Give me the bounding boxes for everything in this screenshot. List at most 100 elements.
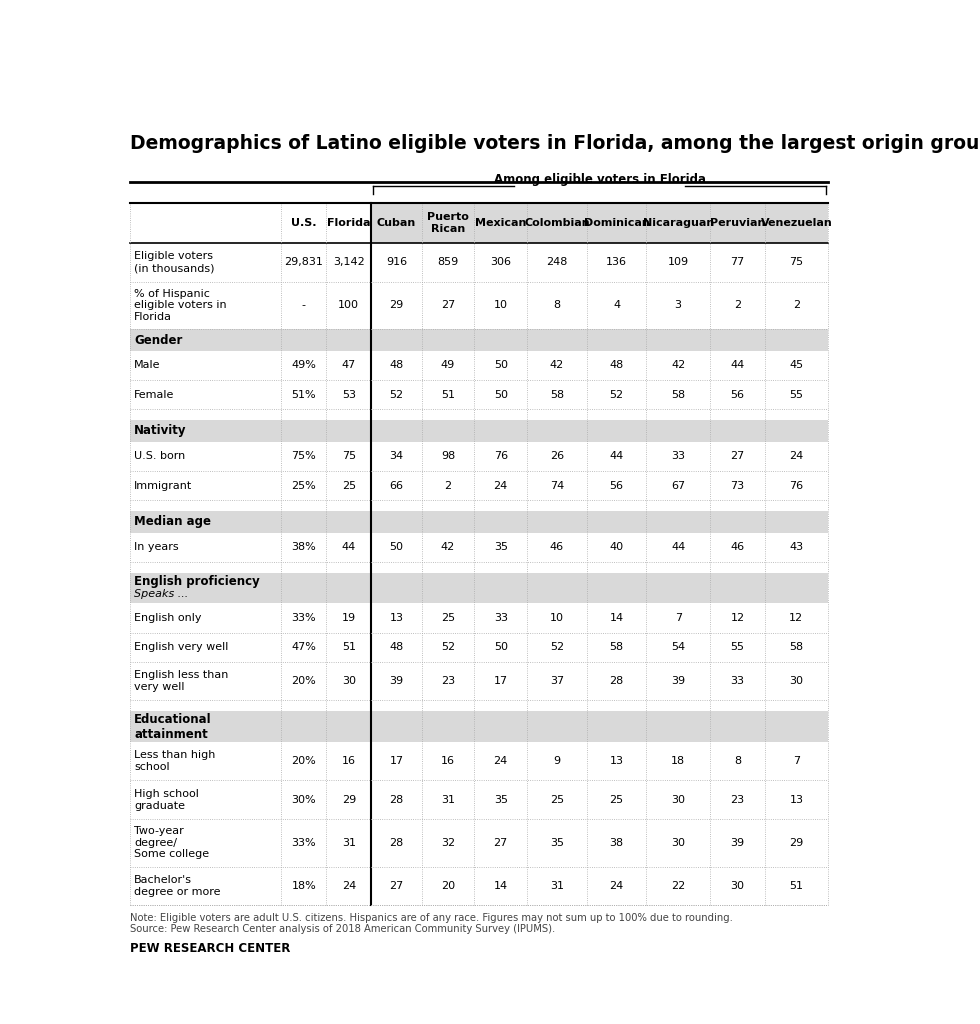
Text: 33%: 33%: [291, 613, 317, 623]
Text: 48: 48: [389, 642, 404, 652]
Text: 31: 31: [441, 795, 455, 805]
Text: High school
graduate: High school graduate: [134, 788, 199, 811]
Text: English only: English only: [134, 613, 202, 623]
Bar: [130, 351, 828, 380]
Text: 28: 28: [610, 676, 623, 686]
Text: 20%: 20%: [291, 676, 317, 686]
Text: 26: 26: [550, 452, 564, 461]
Text: English proficiency: English proficiency: [134, 574, 260, 588]
Text: 23: 23: [441, 676, 455, 686]
Bar: [130, 243, 828, 282]
Text: 13: 13: [389, 613, 404, 623]
Text: -: -: [302, 300, 306, 310]
Text: Florida: Florida: [327, 218, 370, 228]
Text: Puerto
Rican: Puerto Rican: [427, 212, 469, 233]
Text: 51: 51: [342, 642, 356, 652]
Text: 45: 45: [789, 360, 804, 371]
Text: 51%: 51%: [291, 390, 317, 399]
Text: 27: 27: [441, 300, 455, 310]
Text: 18: 18: [671, 756, 685, 766]
Text: 44: 44: [671, 542, 685, 552]
Bar: [130, 711, 828, 742]
Text: 39: 39: [730, 838, 745, 848]
Bar: [130, 662, 828, 700]
Text: 51: 51: [789, 881, 804, 891]
Text: 39: 39: [671, 676, 685, 686]
Text: 30: 30: [671, 795, 685, 805]
Text: 109: 109: [667, 257, 689, 267]
Text: English less than
very well: English less than very well: [134, 671, 228, 692]
Text: 2: 2: [445, 480, 452, 490]
Bar: [130, 282, 828, 330]
Text: 52: 52: [550, 642, 564, 652]
Text: 50: 50: [494, 360, 508, 371]
Text: 46: 46: [550, 542, 564, 552]
Text: Mexican: Mexican: [475, 218, 526, 228]
Text: 22: 22: [671, 881, 685, 891]
Text: 38: 38: [610, 838, 623, 848]
Text: 33: 33: [671, 452, 685, 461]
Text: 306: 306: [490, 257, 512, 267]
Text: 44: 44: [342, 542, 356, 552]
Text: 56: 56: [730, 390, 745, 399]
Text: 46: 46: [730, 542, 745, 552]
Text: 27: 27: [389, 881, 404, 891]
Text: 17: 17: [494, 676, 508, 686]
Text: Less than high
school: Less than high school: [134, 751, 216, 772]
Text: In years: In years: [134, 542, 178, 552]
Text: 14: 14: [494, 881, 508, 891]
Text: 13: 13: [789, 795, 804, 805]
Text: 3,142: 3,142: [333, 257, 365, 267]
Text: 25: 25: [441, 613, 455, 623]
Text: 33%: 33%: [291, 838, 317, 848]
Text: 2: 2: [734, 300, 741, 310]
Text: 39: 39: [389, 676, 404, 686]
Text: 10: 10: [494, 300, 508, 310]
Text: 859: 859: [437, 257, 459, 267]
Text: 24: 24: [789, 452, 804, 461]
Text: 24: 24: [494, 756, 508, 766]
Text: Among eligible voters in Florida: Among eligible voters in Florida: [494, 173, 706, 186]
Text: 51: 51: [441, 390, 455, 399]
Text: 58: 58: [610, 642, 623, 652]
Text: 19: 19: [342, 613, 356, 623]
Text: 29,831: 29,831: [284, 257, 323, 267]
Text: 38%: 38%: [291, 542, 317, 552]
Text: 76: 76: [789, 480, 804, 490]
Text: 2: 2: [793, 300, 800, 310]
Text: 30: 30: [342, 676, 356, 686]
Text: 55: 55: [730, 642, 745, 652]
Text: 50: 50: [494, 642, 508, 652]
Text: 52: 52: [441, 642, 455, 652]
Text: 24: 24: [610, 881, 623, 891]
Text: Venezuelan: Venezuelan: [760, 218, 832, 228]
Text: Gender: Gender: [134, 334, 182, 346]
Text: 32: 32: [441, 838, 455, 848]
Text: 50: 50: [494, 390, 508, 399]
Text: U.S.: U.S.: [291, 218, 317, 228]
Text: U.S. born: U.S. born: [134, 452, 185, 461]
Text: 77: 77: [730, 257, 745, 267]
Text: 34: 34: [389, 452, 404, 461]
Text: 8: 8: [554, 300, 561, 310]
Text: 16: 16: [441, 756, 455, 766]
Text: 10: 10: [550, 613, 564, 623]
Text: 20%: 20%: [291, 756, 317, 766]
Bar: [130, 742, 828, 780]
Text: 30: 30: [789, 676, 804, 686]
Text: 66: 66: [389, 480, 404, 490]
Text: Bachelor's
degree or more: Bachelor's degree or more: [134, 876, 220, 897]
Text: 33: 33: [730, 676, 745, 686]
Bar: [130, 603, 828, 633]
Text: 47: 47: [342, 360, 356, 371]
Text: 55: 55: [789, 390, 804, 399]
Text: 29: 29: [389, 300, 404, 310]
Text: 75: 75: [342, 452, 356, 461]
Bar: [130, 330, 828, 351]
Text: 50: 50: [389, 542, 404, 552]
Text: 30%: 30%: [291, 795, 317, 805]
Text: 31: 31: [550, 881, 564, 891]
Text: 14: 14: [610, 613, 623, 623]
Text: 12: 12: [730, 613, 745, 623]
Text: 76: 76: [494, 452, 508, 461]
